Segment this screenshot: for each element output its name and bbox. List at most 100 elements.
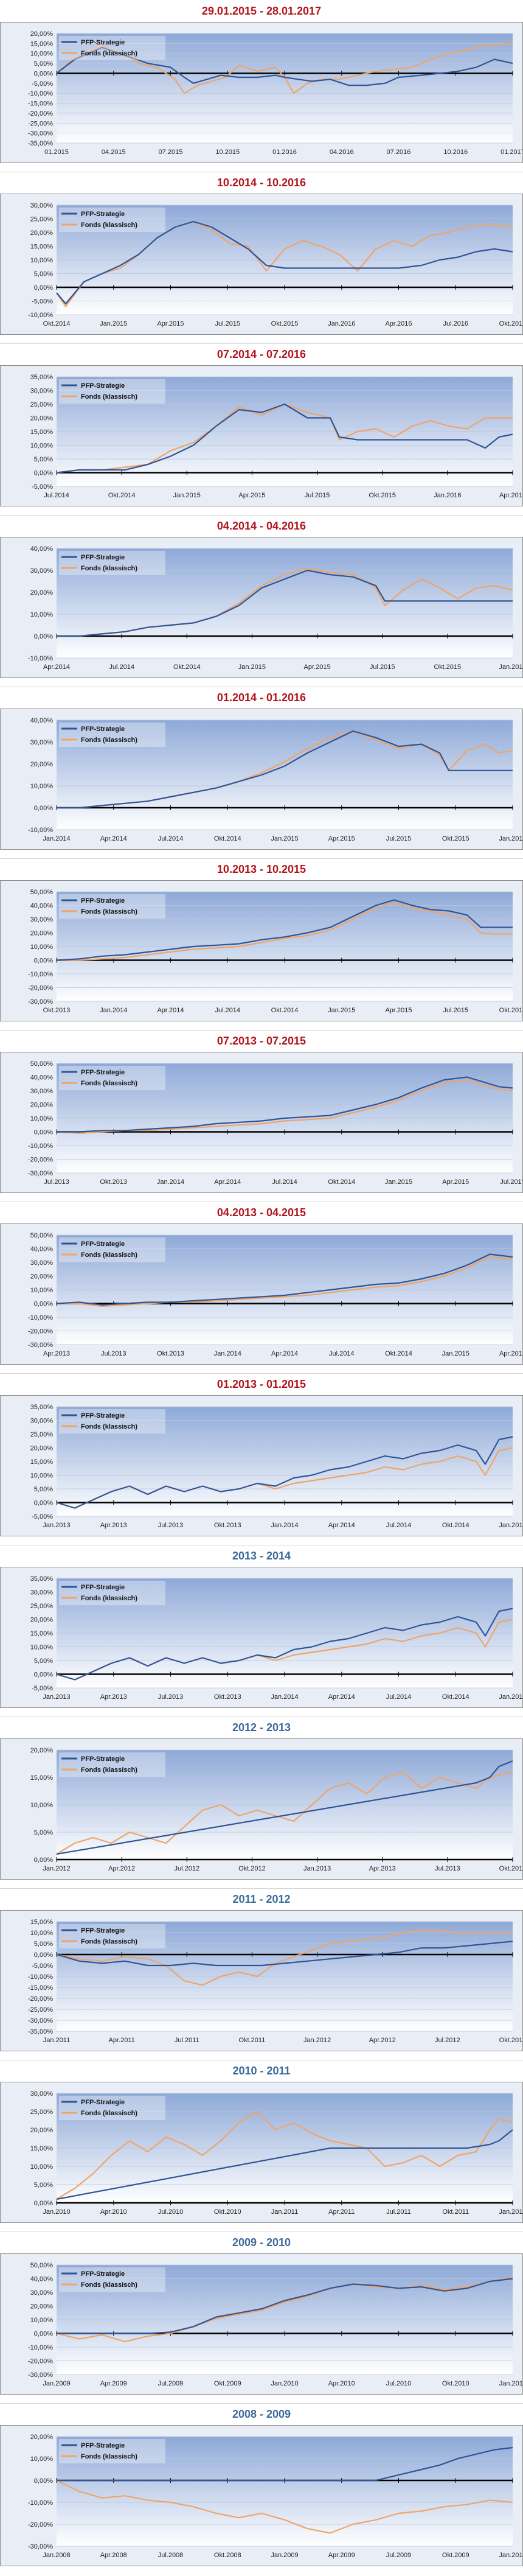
legend-label: Fonds (klassisch) xyxy=(81,908,137,915)
y-tick-label: 30,00% xyxy=(30,1088,54,1095)
chart-panel: 2011 - 2012 15,00% 10,00% 5,00% 0,00% -5,00% -… xyxy=(0,1888,523,2060)
y-tick-label: 40,00% xyxy=(30,545,54,553)
chart-frame: 35,00% 30,00% 25,00% 20,00% 15,00% 10,00% 5,00… xyxy=(0,365,523,506)
y-tick-label: 30,00% xyxy=(30,2289,54,2297)
chart-title: 01.2014 - 01.2016 xyxy=(216,691,307,704)
legend-label: PFP-Strategie xyxy=(81,726,125,733)
legend-box xyxy=(59,551,165,575)
legend-label: Fonds (klassisch) xyxy=(81,222,137,229)
chart-title: 2013 - 2014 xyxy=(232,1550,291,1562)
y-tick-label: 0,00% xyxy=(34,1951,53,1959)
legend-label: Fonds (klassisch) xyxy=(81,1595,137,1602)
x-tick-label: Apr.2014 xyxy=(328,1693,355,1701)
x-tick-label: Jul.2013 xyxy=(44,1178,69,1186)
x-tick-label: Apr.2014 xyxy=(100,835,127,842)
x-tick-label: Okt.2013 xyxy=(100,1178,127,1186)
plot-area xyxy=(57,720,513,830)
y-tick-label: 5,00% xyxy=(34,1657,53,1665)
panel-divider xyxy=(0,1888,523,1889)
x-tick-label: 04.2016 xyxy=(330,149,354,156)
y-tick-label: -10,00% xyxy=(28,1143,53,1150)
y-tick-label: -20,00% xyxy=(28,1328,53,1335)
x-tick-label: Jul.2011 xyxy=(175,2037,199,2044)
x-tick-label: 01.2017 xyxy=(500,149,522,156)
y-tick-label: 20,00% xyxy=(30,2127,54,2134)
x-tick-label: Jul.2010 xyxy=(386,2380,412,2387)
chart-frame: 30,00% 25,00% 20,00% 15,00% 10,00% 5,00% 0,00%… xyxy=(0,2082,523,2223)
x-tick-label: Okt.2011 xyxy=(239,2037,266,2044)
panel-divider xyxy=(0,1030,523,1031)
series-line-pfp-strategie xyxy=(56,1608,513,1681)
x-tick-label: Okt.2014 xyxy=(328,1178,355,1186)
legend-box xyxy=(59,894,165,919)
y-tick-label: 20,00% xyxy=(30,2303,54,2311)
series-line-fonds-klassisch xyxy=(56,43,513,94)
plot-area xyxy=(57,33,513,143)
x-tick-label: Apr.2010 xyxy=(328,2380,355,2387)
y-tick-label: 10,00% xyxy=(30,257,54,264)
chart-panel: 2013 - 2014 35,00% 30,00% 25,00% 20,00% 15,00… xyxy=(0,1545,523,1717)
x-tick-label: Jul.2014 xyxy=(272,1178,297,1186)
x-tick-label: Apr.2015 xyxy=(238,492,265,499)
y-tick-label: 15,00% xyxy=(30,1630,54,1637)
y-tick-label: -30,00% xyxy=(28,2371,53,2379)
x-tick-label: Jul.2014 xyxy=(109,663,134,671)
chart-frame: 50,00% 40,00% 30,00% 20,00% 10,00% 0,00% -10,0… xyxy=(0,880,523,1021)
x-tick-label: Jan.2014 xyxy=(100,1007,127,1014)
x-tick-label: Jul.2012 xyxy=(174,1865,199,1872)
y-tick-label: 0,00% xyxy=(34,1129,53,1136)
y-tick-label: 10,00% xyxy=(30,1930,54,1937)
line-chart: 20,00% 15,00% 10,00% 5,00% 0,00% -5,00% -10,00… xyxy=(28,30,522,156)
y-tick-label: 10,00% xyxy=(30,2317,54,2324)
y-tick-label: 10,00% xyxy=(30,1287,54,1294)
y-tick-label: -25,00% xyxy=(28,120,53,127)
line-chart: 35,00% 30,00% 25,00% 20,00% 15,00% 10,00% 5,00… xyxy=(30,1575,522,1701)
line-chart: 40,00%30,00%20,00%10,00%0,00%-10,00%Apr.… xyxy=(28,545,522,671)
series-line-fonds-klassisch xyxy=(56,1930,513,1986)
chart-panel: 07.2014 - 07.2016 35,00% 30,00% 25,00% 20,00… xyxy=(0,343,523,515)
x-tick-label: Apr.2014 xyxy=(43,663,70,671)
line-chart: 30,00% 25,00% 20,00% 15,00% 10,00% 5,00% 0,00%… xyxy=(30,2090,522,2216)
x-tick-label: Jan.2009 xyxy=(43,2380,70,2387)
chart-panel: 2010 - 2011 30,00% 25,00% 20,00% 15,00% 10,00… xyxy=(0,2060,523,2231)
y-tick-label: 0,00% xyxy=(34,1301,53,1308)
y-tick-label: 40,00% xyxy=(30,1246,54,1253)
y-tick-label: 15,00% xyxy=(30,429,54,436)
panel-divider xyxy=(0,343,523,344)
y-tick-label: 5,00% xyxy=(34,271,53,278)
x-tick-label: Apr.2013 xyxy=(369,1865,396,1872)
chart-title: 04.2014 - 04.2016 xyxy=(216,520,307,532)
x-tick-label: Apr.2009 xyxy=(328,2552,355,2559)
x-tick-label: 07.2015 xyxy=(159,149,183,156)
x-tick-label: Apr.2015 xyxy=(442,1178,469,1186)
series-line-fonds-klassisch xyxy=(57,901,513,961)
y-tick-label: 10,00% xyxy=(30,943,54,951)
x-tick-label: Jul.2010 xyxy=(158,2208,184,2216)
y-tick-label: 15,00% xyxy=(30,40,54,47)
x-tick-label: Apr.2011 xyxy=(109,2037,135,2044)
chart-frame: 20,00% 10,00% 0,00% -10,00% -20,00% -30,00% Ja… xyxy=(0,2425,523,2566)
chart-panel: 10.2014 - 10.2016 30,00% 25,00% 20,00% 15,00… xyxy=(0,172,523,343)
x-tick-label: Okt.2012 xyxy=(238,1865,266,1872)
x-tick-label: Apr.2008 xyxy=(100,2552,127,2559)
x-tick-label: Jan.2014 xyxy=(157,1178,184,1186)
panel-divider xyxy=(0,1373,523,1374)
x-tick-label: Apr.2015 xyxy=(328,835,355,842)
x-tick-label: Jan.2013 xyxy=(303,1865,331,1872)
y-tick-label: 5,00% xyxy=(34,1486,53,1493)
x-tick-label: 01.2015 xyxy=(44,149,69,156)
y-tick-label: 40,00% xyxy=(30,1074,54,1082)
x-tick-label: Jan.2013 xyxy=(43,1693,70,1701)
y-tick-label: -5,00% xyxy=(32,1513,53,1521)
x-tick-label: Apr.2014 xyxy=(214,1178,241,1186)
legend-label: PFP-Strategie xyxy=(81,39,125,46)
y-tick-label: -30,00% xyxy=(28,2543,53,2550)
y-tick-label: 10,00% xyxy=(30,1802,54,1809)
y-tick-label: 30,00% xyxy=(30,567,54,575)
y-tick-label: 20,00% xyxy=(30,1445,54,1452)
x-tick-label: Okt.2014 xyxy=(214,835,241,842)
x-tick-label: Okt.2013 xyxy=(214,1693,241,1701)
x-tick-label: Apr.2014 xyxy=(328,1522,355,1529)
x-tick-label: Jan.2015 xyxy=(173,492,201,499)
y-tick-label: -5,00% xyxy=(32,80,53,88)
